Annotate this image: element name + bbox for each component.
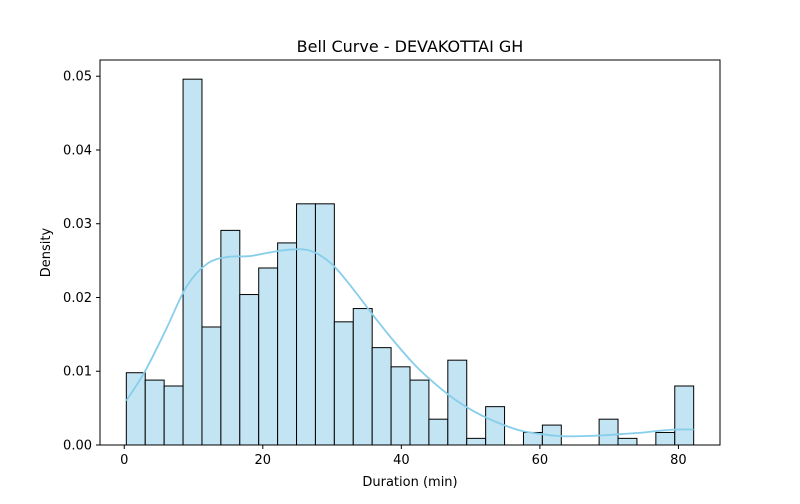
histogram-bar xyxy=(466,437,487,446)
x-tick-label: 80 xyxy=(670,453,687,468)
bars-layer xyxy=(125,78,695,446)
histogram-bar xyxy=(674,385,695,446)
x-tick-label: 0 xyxy=(120,453,128,468)
histogram-bar xyxy=(258,267,279,446)
y-axis: 0.00 0.01 0.02 0.03 0.04 0.05 xyxy=(63,70,100,454)
histogram-bar xyxy=(239,294,260,446)
y-tick-label: 0.04 xyxy=(63,143,92,158)
histogram-bar xyxy=(163,385,184,446)
histogram-bar xyxy=(352,308,373,446)
histogram-bar xyxy=(655,431,676,446)
histogram-bar xyxy=(144,379,165,446)
x-axis-label: Duration (min) xyxy=(362,475,457,490)
histogram-bar xyxy=(296,203,316,446)
x-tick-label: 60 xyxy=(532,453,549,468)
chart-title: Bell Curve - DEVAKOTTAI GH xyxy=(297,37,524,56)
y-tick-label: 0.03 xyxy=(63,217,92,232)
y-tick-label: 0.01 xyxy=(63,365,92,380)
histogram-bar xyxy=(598,418,619,446)
histogram-bar xyxy=(182,78,203,446)
histogram-bar xyxy=(277,242,298,446)
histogram-bar xyxy=(333,321,354,446)
histogram-bar xyxy=(409,379,430,446)
histogram-bar xyxy=(428,418,449,446)
x-axis: 0 20 40 60 80 xyxy=(120,445,687,468)
y-tick-label: 0.02 xyxy=(63,291,92,306)
histogram-bar xyxy=(125,372,146,446)
histogram-bar xyxy=(617,437,638,446)
y-axis-label: Density xyxy=(39,227,54,277)
x-tick-label: 20 xyxy=(255,453,272,468)
histogram-bar xyxy=(314,203,335,446)
y-tick-label: 0.00 xyxy=(63,439,92,454)
x-tick-label: 40 xyxy=(393,453,410,468)
histogram-bar xyxy=(220,229,241,446)
histogram-bar xyxy=(371,347,392,446)
y-tick-label: 0.05 xyxy=(63,70,92,85)
histogram-bar xyxy=(201,326,222,446)
kde-curve xyxy=(125,248,694,438)
histogram-bar xyxy=(390,366,411,446)
plot-frame xyxy=(99,59,721,446)
histogram-bar xyxy=(485,406,506,446)
histogram-bar xyxy=(447,359,468,446)
kde-layer xyxy=(125,248,694,438)
